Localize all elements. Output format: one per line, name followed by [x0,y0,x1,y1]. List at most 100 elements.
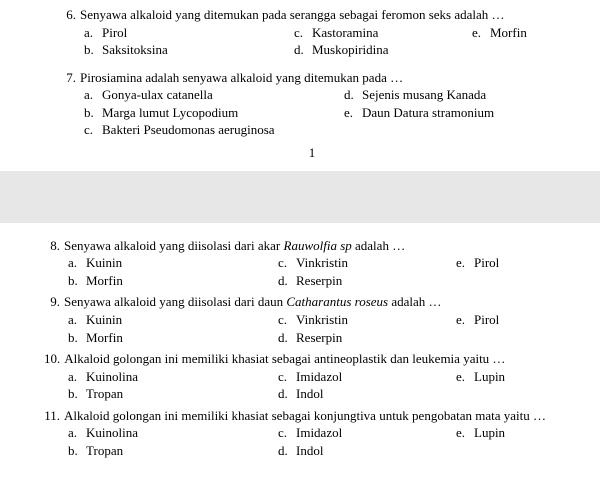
option-text: Tropan [86,442,123,460]
option-letter: e. [344,104,362,122]
option-letter: a. [68,368,86,386]
question-10-stem: 10. Alkaloid golongan ini memiliki khasi… [44,350,564,368]
question-6-options: a.Pirol c.Kastoramina e.Morfin b.Saksito… [60,24,564,59]
option-letter: a. [68,311,86,329]
question-text: Senyawa alkaloid yang diisolasi dari dau… [64,293,442,311]
page-top: 6. Senyawa alkaloid yang ditemukan pada … [0,0,600,171]
option-row: a.Pirol c.Kastoramina e.Morfin [84,24,564,42]
option-letter: b. [68,329,86,347]
question-6: 6. Senyawa alkaloid yang ditemukan pada … [60,6,564,59]
option-row: a.Kuinin c.Vinkristin e.Pirol [68,254,564,272]
option-text: Bakteri Pseudomonas aeruginosa [102,121,275,139]
option-letter: c. [294,24,312,42]
option-text: Tropan [86,385,123,403]
option-text: Vinkristin [296,254,348,272]
option-letter: c. [278,368,296,386]
question-9-options: a.Kuinin c.Vinkristin e.Pirol b.Morfin d… [44,311,564,346]
question-text: Alkaloid golongan ini memiliki khasiat s… [64,407,546,425]
option-text: Kuinin [86,311,122,329]
option-letter: b. [68,385,86,403]
option-row: a.Kuinolina c.Imidazol e.Lupin [68,424,564,442]
option-text: Lupin [474,424,505,442]
option-text: Imidazol [296,368,342,386]
option-row: b.Saksitoksina d.Muskopiridina [84,41,564,59]
question-11-options: a.Kuinolina c.Imidazol e.Lupin b.Tropan … [44,424,564,459]
option-text: Indol [296,442,323,460]
question-7-stem: 7. Pirosiamina adalah senyawa alkaloid y… [60,69,564,87]
option-letter: e. [472,24,490,42]
option-letter: b. [68,272,86,290]
option-text: Vinkristin [296,311,348,329]
option-text: Marga lumut Lycopodium [102,104,238,122]
option-row: a.Kuinin c.Vinkristin e.Pirol [68,311,564,329]
option-row: c.Bakteri Pseudomonas aeruginosa [84,121,564,139]
question-text: Senyawa alkaloid yang diisolasi dari aka… [64,237,405,255]
question-11-stem: 11. Alkaloid golongan ini memiliki khasi… [44,407,564,425]
option-text: Reserpin [296,272,342,290]
question-number: 9. [44,293,64,311]
option-letter: b. [84,104,102,122]
option-row: a.Gonya-ulax catanella d.Sejenis musang … [84,86,564,104]
option-text: Reserpin [296,329,342,347]
question-number: 8. [44,237,64,255]
option-text: Morfin [490,24,527,42]
option-text: Pirol [102,24,127,42]
question-text: Senyawa alkaloid yang ditemukan pada ser… [80,6,505,24]
option-letter: e. [456,311,474,329]
option-text: Kuinolina [86,424,138,442]
option-letter: a. [68,424,86,442]
option-row: b.Tropan d.Indol [68,385,564,403]
question-10: 10. Alkaloid golongan ini memiliki khasi… [44,350,564,403]
option-text: Kastoramina [312,24,378,42]
option-text: Morfin [86,329,123,347]
option-text: Kuinolina [86,368,138,386]
question-8-stem: 8. Senyawa alkaloid yang diisolasi dari … [44,237,564,255]
question-7-options: a.Gonya-ulax catanella d.Sejenis musang … [60,86,564,139]
option-text: Saksitoksina [102,41,168,59]
question-number: 11. [44,407,64,425]
question-8: 8. Senyawa alkaloid yang diisolasi dari … [44,237,564,290]
option-letter: e. [456,424,474,442]
option-letter: d. [278,272,296,290]
option-letter: a. [68,254,86,272]
question-7: 7. Pirosiamina adalah senyawa alkaloid y… [60,69,564,139]
option-letter: b. [84,41,102,59]
option-letter: c. [278,254,296,272]
option-text: Pirol [474,311,499,329]
page-number: 1 [60,145,564,161]
option-text: Daun Datura stramonium [362,104,494,122]
option-row: b.Morfin d.Reserpin [68,329,564,347]
option-letter: d. [294,41,312,59]
option-row: b.Tropan d.Indol [68,442,564,460]
option-letter: e. [456,368,474,386]
option-letter: a. [84,24,102,42]
option-row: a.Kuinolina c.Imidazol e.Lupin [68,368,564,386]
question-9-stem: 9. Senyawa alkaloid yang diisolasi dari … [44,293,564,311]
question-text: Alkaloid golongan ini memiliki khasiat s… [64,350,505,368]
option-letter: c. [278,424,296,442]
option-text: Sejenis musang Kanada [362,86,486,104]
question-number: 7. [60,69,80,87]
question-number: 6. [60,6,80,24]
page-gap [0,171,600,223]
option-text: Imidazol [296,424,342,442]
question-11: 11. Alkaloid golongan ini memiliki khasi… [44,407,564,460]
option-letter: a. [84,86,102,104]
option-text: Gonya-ulax catanella [102,86,213,104]
option-text: Kuinin [86,254,122,272]
question-9: 9. Senyawa alkaloid yang diisolasi dari … [44,293,564,346]
option-letter: b. [68,442,86,460]
question-6-stem: 6. Senyawa alkaloid yang ditemukan pada … [60,6,564,24]
option-text: Lupin [474,368,505,386]
question-text: Pirosiamina adalah senyawa alkaloid yang… [80,69,403,87]
question-10-options: a.Kuinolina c.Imidazol e.Lupin b.Tropan … [44,368,564,403]
option-letter: c. [84,121,102,139]
option-text: Indol [296,385,323,403]
option-text: Pirol [474,254,499,272]
option-letter: e. [456,254,474,272]
option-letter: d. [344,86,362,104]
option-text: Muskopiridina [312,41,389,59]
option-letter: d. [278,442,296,460]
option-letter: c. [278,311,296,329]
question-8-options: a.Kuinin c.Vinkristin e.Pirol b.Morfin d… [44,254,564,289]
